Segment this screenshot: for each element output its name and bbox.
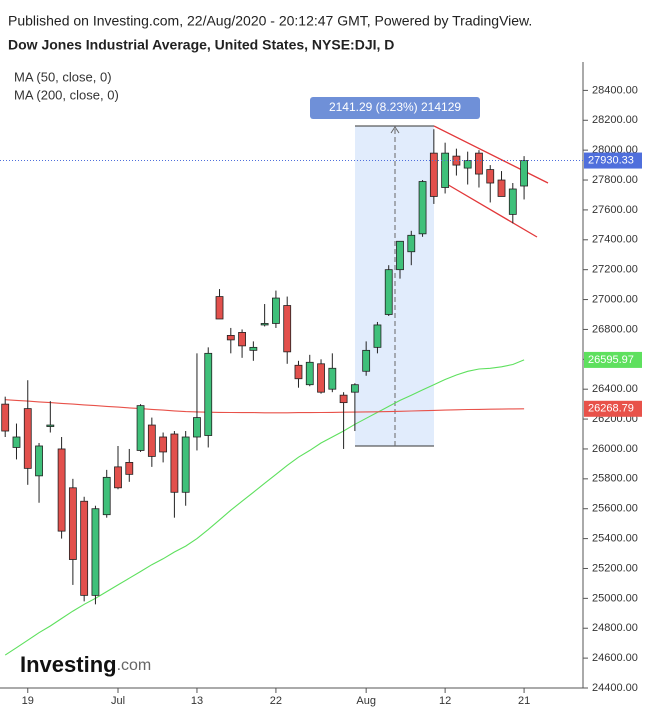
candle-body [114, 466, 122, 489]
candle-body [136, 405, 145, 451]
candle-body [396, 240, 404, 271]
x-tick-label: 21 [518, 695, 530, 707]
logo-name: Investing [20, 652, 117, 677]
candle-body [181, 436, 190, 493]
trend-line [444, 182, 538, 238]
ma-line [5, 399, 525, 414]
candle-body [283, 305, 292, 353]
y-tick-label: 27200.00 [592, 264, 638, 276]
candle-body [204, 352, 213, 436]
price-label-bg [584, 351, 642, 368]
price-label: 26595.97 [588, 354, 634, 366]
candle-body [159, 436, 168, 453]
candle-body [497, 179, 506, 197]
candle-body [418, 181, 427, 235]
y-tick-label: 27800.00 [592, 174, 638, 186]
candle-body [407, 234, 416, 253]
y-tick-label: 24600.00 [592, 652, 638, 664]
measure-label: 2141.29 (8.23%) 214129 [329, 100, 461, 114]
candle-body [170, 433, 179, 493]
candle-body [350, 384, 359, 393]
candle-body [486, 169, 495, 184]
candle-body [520, 160, 528, 187]
y-tick-label: 24400.00 [592, 682, 638, 694]
candle-body [463, 160, 472, 169]
candle-body [475, 152, 483, 175]
candle-body [373, 324, 382, 348]
legend: MA (50, close, 0) MA (200, close, 0) [14, 69, 119, 102]
candle-body [125, 462, 134, 475]
y-tick-label: 27400.00 [592, 234, 638, 246]
x-tick-label: Jul [111, 695, 125, 707]
y-tick-label: 25200.00 [592, 562, 638, 574]
y-tick-label: 28400.00 [592, 84, 638, 96]
price-label-bg [584, 400, 642, 417]
y-tick-label: 27000.00 [592, 293, 638, 305]
legend-entry: MA (50, close, 0) [14, 69, 112, 84]
y-tick-label: 25400.00 [592, 533, 638, 545]
candle-body [238, 332, 246, 347]
ma-line [4, 359, 525, 656]
measure-label-bg [310, 97, 480, 119]
candle-body [80, 500, 89, 596]
candle-body [91, 508, 100, 596]
y-tick-label: 26000.00 [592, 443, 638, 455]
candle-body [339, 394, 348, 404]
last-price-bg [584, 152, 642, 169]
candle-body [215, 296, 224, 320]
header: Published on Investing.com, 22/Aug/2020 … [8, 13, 532, 29]
legend-entry: MA (200, close, 0) [14, 87, 119, 102]
x-tick-label: 13 [191, 695, 203, 707]
candle-body [102, 476, 111, 516]
candle-body [68, 487, 77, 560]
candle-body [193, 417, 201, 438]
y-tick-label: 24800.00 [592, 622, 638, 634]
y-tick-label: 28200.00 [592, 114, 638, 126]
candle-body [272, 297, 280, 324]
candle-body [305, 361, 314, 386]
candle-body [249, 346, 258, 351]
candle-body [294, 364, 303, 380]
candle-body [362, 349, 371, 372]
trend-line [433, 125, 549, 184]
candle-body [226, 335, 235, 341]
candle-body [57, 448, 66, 532]
x-tick-label: 19 [22, 695, 34, 707]
candle-body [429, 152, 438, 197]
y-tick-label: 25600.00 [592, 503, 638, 515]
candle-body [12, 436, 21, 448]
logo-suffix: .com [117, 657, 152, 674]
candle-body [35, 445, 43, 477]
y-tick-label: 25800.00 [592, 473, 638, 485]
y-tick-label: 25000.00 [592, 592, 638, 604]
candle-body [441, 152, 450, 188]
y-tick-label: 26400.00 [592, 383, 638, 395]
candle-body [260, 323, 269, 326]
candle-body [384, 269, 393, 315]
logo: Investing.com [20, 652, 151, 677]
y-tick-label: 27600.00 [592, 204, 638, 216]
price-label: 26268.79 [588, 403, 634, 415]
x-tick-label: 12 [439, 695, 451, 707]
candle-body [328, 367, 337, 390]
chart-title: Dow Jones Industrial Average, United Sta… [8, 37, 394, 53]
last-price-label: 27930.33 [588, 154, 634, 166]
candle-body [317, 363, 325, 393]
candle-body [1, 403, 10, 432]
measure-arrowhead [390, 126, 400, 134]
candle-body [46, 424, 55, 427]
candle-body [23, 408, 32, 469]
x-tick-label: 22 [270, 695, 282, 707]
y-tick-label: 26800.00 [592, 323, 638, 335]
x-tick-label: Aug [356, 695, 376, 707]
candle-body [508, 188, 517, 215]
candle-body [147, 424, 156, 457]
